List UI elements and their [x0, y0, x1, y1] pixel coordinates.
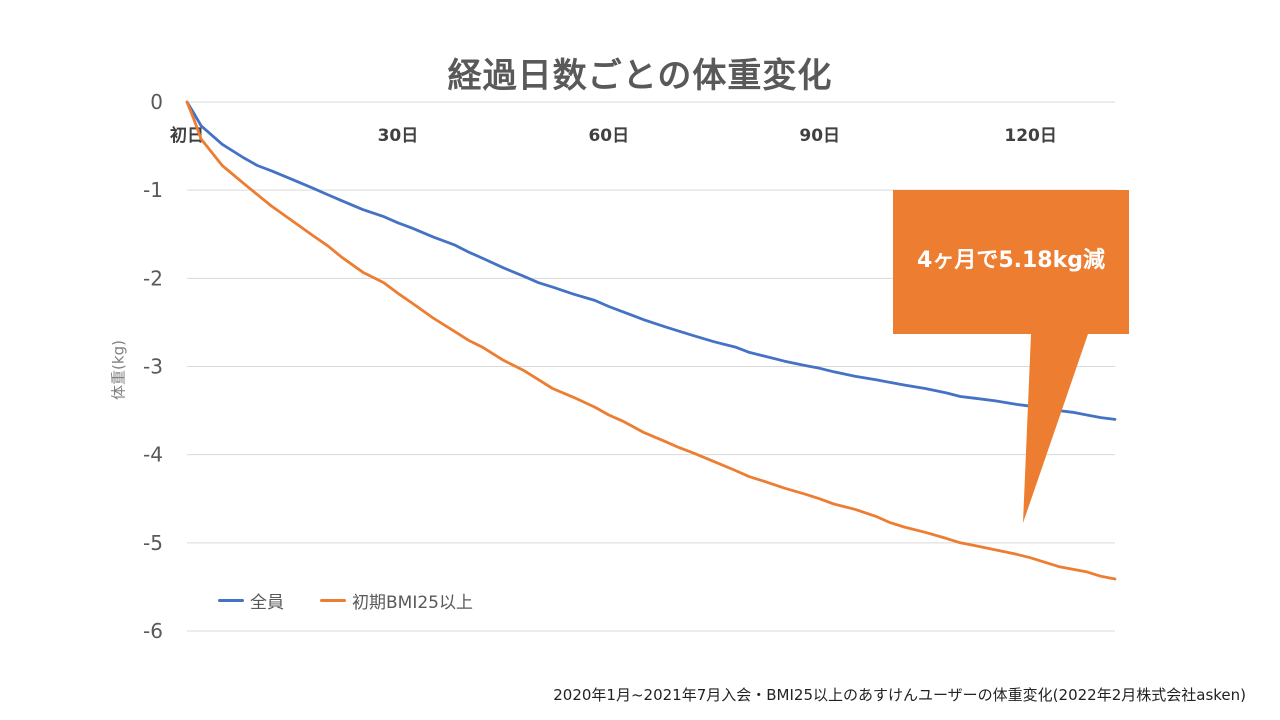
y-tick-label: 0 — [150, 90, 163, 114]
legend-label-bmi: 初期BMI25以上 — [352, 593, 473, 613]
gridlines — [187, 101, 1115, 632]
annotation-text: 4ヶ月で5.18kg減 — [917, 248, 1105, 273]
legend-item-all: 全員 — [218, 588, 284, 613]
legend-item-bmi: 初期BMI25以上 — [320, 588, 473, 613]
x-axis-ticks: 初日 30日 60日 90日 120日 — [170, 125, 1057, 146]
annotation-callout — [893, 190, 1129, 523]
legend: 全員 初期BMI25以上 — [218, 588, 473, 613]
series-line-all — [185, 100, 1117, 421]
y-tick-label: -3 — [143, 355, 163, 379]
chart-title: 経過日数ごとの体重変化 — [447, 56, 833, 96]
y-axis-label: 体重(kg) — [109, 340, 128, 400]
series-lines — [185, 100, 1117, 581]
x-tick-label: 120日 — [1004, 126, 1057, 146]
x-tick-label: 60日 — [588, 126, 629, 146]
x-tick-label: 30日 — [378, 126, 419, 146]
legend-swatch-bmi — [320, 599, 346, 602]
y-axis-ticks: 0 -1 -2 -3 -4 -5 -6 — [143, 90, 163, 643]
series-line-bmi — [185, 100, 1117, 581]
x-tick-label: 90日 — [799, 126, 840, 146]
source-note: 2020年1月~2021年7月入会・BMI25以上のあすけんユーザーの体重変化(… — [553, 686, 1246, 704]
y-tick-label: -1 — [143, 178, 163, 202]
y-tick-label: -4 — [143, 443, 163, 467]
y-tick-label: -6 — [143, 619, 163, 643]
x-tick-label: 初日 — [170, 125, 204, 146]
legend-swatch-all — [218, 599, 244, 602]
y-tick-label: -2 — [143, 266, 163, 290]
y-tick-label: -5 — [143, 531, 163, 555]
legend-label-all: 全員 — [250, 593, 284, 613]
